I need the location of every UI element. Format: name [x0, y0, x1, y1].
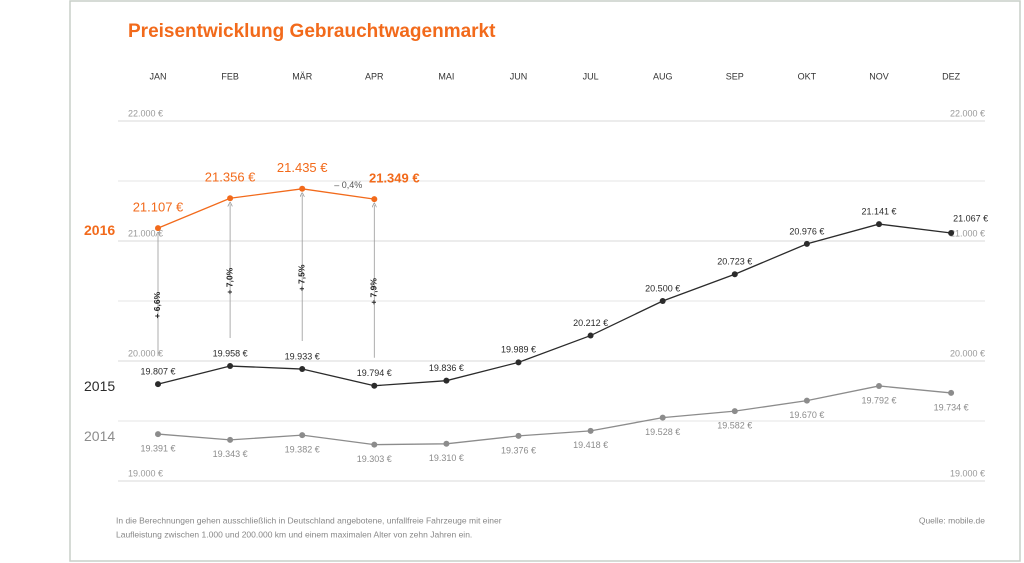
series-label: 2015 — [84, 378, 115, 394]
y-tick-label: 20.000 € — [950, 348, 985, 358]
data-point — [155, 381, 161, 388]
data-label: 20.723 € — [717, 257, 752, 267]
y-tick-label: 19.000 € — [128, 468, 163, 478]
data-label: 21.067 € — [953, 213, 988, 223]
growth-label: + 7,9% — [369, 278, 379, 305]
data-point — [515, 432, 522, 439]
data-point — [659, 414, 666, 421]
data-point — [587, 332, 594, 339]
data-label: 20.212 € — [573, 318, 608, 328]
y-tick-label: 19.000 € — [950, 468, 985, 478]
data-label: 19.310 € — [429, 453, 464, 463]
data-label: 19.303 € — [357, 454, 392, 464]
x-tick-label: MAI — [438, 71, 454, 81]
data-label: 20.976 € — [789, 226, 824, 236]
x-tick-label: JUL — [583, 71, 599, 81]
x-tick-label: APR — [365, 71, 384, 81]
series-line — [157, 188, 375, 229]
footnote: Laufleistung zwischen 1.000 und 200.000 … — [116, 529, 472, 539]
y-tick-label: 22.000 € — [128, 108, 163, 118]
y-tick-label: 20.000 € — [128, 348, 163, 358]
data-point — [371, 382, 378, 389]
series-label: 2016 — [84, 222, 115, 238]
data-point — [659, 298, 666, 304]
y-tick-label: 21.000 € — [950, 228, 985, 238]
chart-title: Preisentwicklung Gebrauchtwagenmarkt — [128, 21, 496, 42]
data-label: 19.382 € — [285, 445, 320, 455]
series-line — [157, 223, 952, 387]
data-point — [731, 271, 738, 278]
data-point — [155, 225, 161, 232]
data-point — [299, 432, 306, 439]
data-point — [371, 441, 378, 448]
x-tick-label: JAN — [149, 71, 166, 81]
data-label: 19.343 € — [213, 449, 248, 459]
x-tick-label: JUN — [510, 71, 528, 81]
data-label: 21.141 € — [861, 206, 896, 216]
data-point — [371, 196, 378, 203]
footnote: In die Berechnungen gehen ausschließlich… — [116, 515, 502, 525]
x-tick-label: DEZ — [942, 71, 961, 81]
data-point — [587, 427, 594, 434]
data-point — [155, 431, 161, 438]
data-point — [803, 240, 810, 247]
data-label: 21.435 € — [277, 160, 328, 175]
data-point — [515, 359, 522, 366]
data-point — [443, 440, 450, 447]
data-point — [876, 221, 882, 228]
growth-label: + 6,6% — [152, 291, 162, 318]
data-label: 19.582 € — [717, 421, 752, 431]
data-label: 19.836 € — [429, 363, 464, 373]
data-label: 19.528 € — [645, 427, 680, 437]
data-label: 19.391 € — [140, 443, 175, 453]
source: Quelle: mobile.de — [919, 515, 985, 525]
x-tick-label: FEB — [221, 71, 239, 81]
data-label: 19.792 € — [861, 395, 896, 405]
x-tick-label: OKT — [798, 71, 817, 81]
data-label: 21.356 € — [205, 170, 256, 185]
x-tick-label: SEP — [726, 71, 744, 81]
data-point — [227, 363, 234, 370]
data-point — [876, 382, 882, 389]
growth-label: + 7,5% — [296, 264, 306, 291]
data-label: 20.500 € — [645, 283, 680, 293]
data-label: 19.670 € — [789, 410, 824, 420]
data-point — [227, 436, 234, 443]
growth-label: + 7,0% — [224, 267, 234, 294]
data-label: 19.958 € — [213, 348, 248, 358]
x-tick-label: AUG — [653, 71, 673, 81]
x-tick-label: MÄR — [292, 71, 313, 81]
data-label: 19.794 € — [357, 368, 392, 378]
data-label: 21.349 € — [369, 171, 420, 186]
data-point — [299, 185, 306, 192]
data-point — [731, 408, 738, 415]
data-point — [443, 377, 450, 384]
change-label: – 0,4% — [334, 180, 362, 190]
data-label: 21.107 € — [133, 200, 184, 215]
x-tick-label: NOV — [869, 71, 889, 81]
data-label: 19.418 € — [573, 440, 608, 450]
series-line — [157, 385, 952, 446]
data-point — [948, 229, 955, 236]
y-tick-label: 22.000 € — [950, 108, 985, 118]
data-point — [948, 389, 955, 396]
data-label: 19.807 € — [140, 367, 175, 377]
series-label: 2014 — [84, 428, 115, 444]
data-point — [299, 366, 306, 373]
frame — [69, 0, 1021, 562]
data-label: 19.933 € — [285, 351, 320, 361]
y-tick-label: 21.000 € — [128, 228, 163, 238]
data-point — [803, 397, 810, 404]
data-point — [227, 195, 234, 202]
data-label: 19.989 € — [501, 345, 536, 355]
data-label: 19.376 € — [501, 445, 536, 455]
data-label: 19.734 € — [934, 402, 969, 412]
